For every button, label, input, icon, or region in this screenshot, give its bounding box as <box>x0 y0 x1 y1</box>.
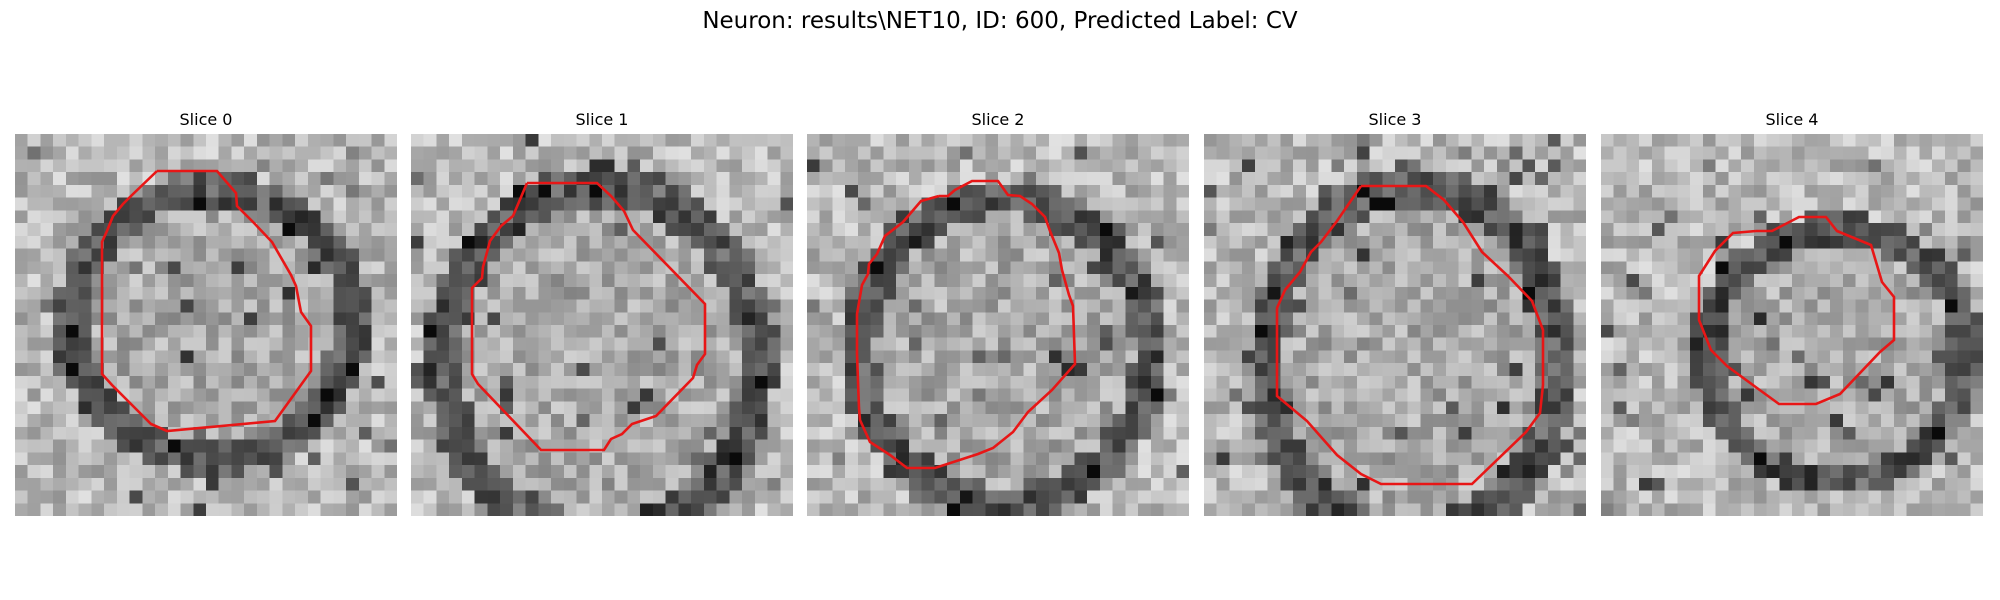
slice-4-panel <box>1601 134 1983 516</box>
slice-3-contour <box>1275 184 1545 486</box>
slice-0-contour <box>100 169 313 433</box>
slice-1-svg <box>470 181 707 452</box>
slice-2-image <box>807 134 1189 516</box>
slice-4-image <box>1601 134 1983 516</box>
slice-4-title: Slice 4 <box>1765 110 1819 129</box>
slice-4-svg <box>1697 215 1896 406</box>
slice-0-title: Slice 0 <box>179 110 233 129</box>
slice-0-panel <box>15 134 397 516</box>
figure-title: Neuron: results\NET10, ID: 600, Predicte… <box>702 8 1298 34</box>
slice-3-svg <box>1275 184 1545 486</box>
slice-3-title: Slice 3 <box>1368 110 1422 129</box>
slice-2-title: Slice 2 <box>971 110 1025 129</box>
slice-2-panel <box>807 134 1189 516</box>
slice-0-image <box>15 134 397 516</box>
slice-4-contour <box>1697 215 1896 406</box>
slice-1-title: Slice 1 <box>575 110 629 129</box>
slice-3-image <box>1204 134 1586 516</box>
slice-2-svg <box>855 179 1077 470</box>
slice-0-svg <box>100 169 313 433</box>
slice-3-panel <box>1204 134 1586 516</box>
slice-1-contour <box>470 181 707 452</box>
slice-1-image <box>411 134 793 516</box>
slice-1-panel <box>411 134 793 516</box>
slice-2-contour <box>855 179 1077 470</box>
